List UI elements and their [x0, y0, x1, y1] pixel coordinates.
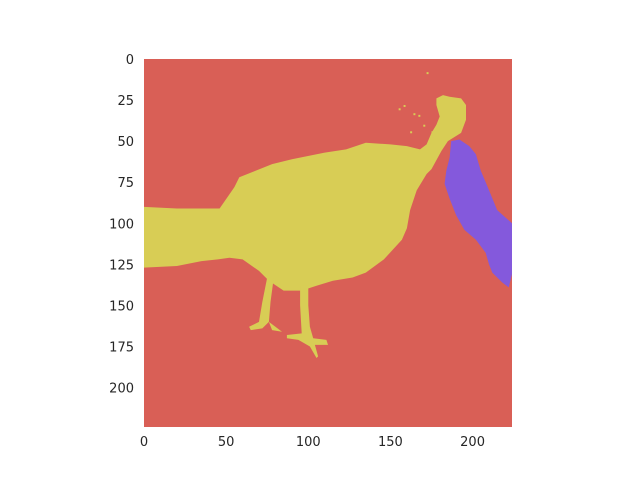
y-tick-label: 75 — [117, 176, 134, 191]
segment-background-speck — [466, 124, 470, 128]
y-axis: 0 25 50 75 100 125 150 175 200 — [109, 53, 134, 397]
segment-bird-speck — [426, 72, 429, 75]
x-axis: 0 50 100 150 200 — [140, 435, 485, 450]
segment-bird-speck — [398, 108, 401, 111]
segment-bird-body — [144, 95, 466, 291]
segment-bird-speck — [431, 131, 434, 134]
segment-bird-leg-right — [286, 285, 328, 358]
segment-bird-speck — [423, 124, 426, 127]
y-tick-label: 200 — [109, 382, 134, 397]
segment-bird-speck — [418, 114, 421, 117]
segment-bird-leg-left — [249, 277, 274, 331]
y-tick-label: 25 — [117, 94, 134, 109]
y-tick-label: 0 — [126, 53, 134, 68]
x-tick-label: 0 — [140, 435, 148, 450]
segment-purple-object — [444, 139, 512, 288]
segment-bird-speck — [413, 113, 416, 116]
y-tick-label: 150 — [109, 299, 134, 314]
y-tick-label: 100 — [109, 217, 134, 232]
segment-bird-foot-left — [268, 321, 282, 332]
segment-bird-speck — [403, 105, 406, 107]
y-tick-label: 175 — [109, 341, 134, 356]
x-tick-label: 50 — [218, 435, 235, 450]
y-tick-label: 50 — [117, 135, 134, 150]
x-tick-label: 200 — [460, 435, 485, 450]
x-tick-label: 100 — [296, 435, 321, 450]
y-tick-label: 125 — [109, 258, 134, 273]
x-tick-label: 150 — [378, 435, 403, 450]
segment-bird-speck — [410, 131, 413, 134]
plot-area — [144, 59, 512, 427]
